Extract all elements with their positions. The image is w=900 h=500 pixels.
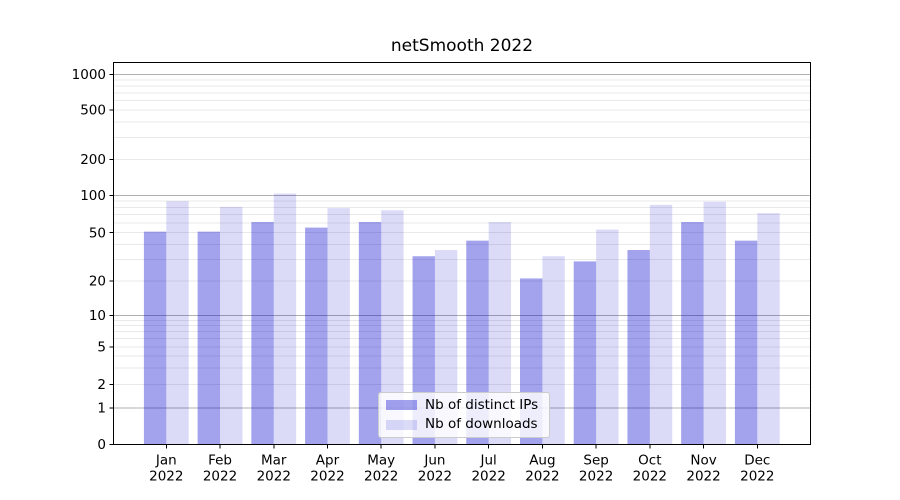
x-tick-label-year: 2022 (310, 469, 344, 485)
bar-distinct-ips-nov (681, 222, 704, 445)
x-tick-label-month: Dec (744, 452, 770, 468)
chart-title: netSmooth 2022 (390, 36, 534, 56)
bar-distinct-ips-may (358, 222, 382, 445)
x-tick-label-year: 2022 (149, 469, 183, 485)
legend-swatch-distinct-ips (386, 400, 417, 411)
bar-distinct-ips-dec (734, 240, 758, 445)
y-tick-label: 50 (89, 225, 106, 241)
x-tick-label-month: Jun (423, 452, 445, 468)
bar-distinct-ips-oct (627, 250, 650, 445)
legend: Nb of distinct IPs Nb of downloads (378, 392, 550, 438)
x-tick-label-year: 2022 (418, 469, 452, 485)
bar-downloads-may (381, 210, 404, 445)
x-tick-label-year: 2022 (579, 469, 613, 485)
bar-distinct-ips-jan (143, 231, 167, 445)
plot-border (113, 62, 811, 445)
bar-downloads-mar (273, 193, 297, 445)
y-tick-label: 100 (80, 188, 106, 204)
x-tick-label-month: Nov (690, 452, 716, 468)
bar-downloads-sep (596, 229, 619, 445)
x-tick-label-year: 2022 (633, 469, 667, 485)
x-tick-label-month: Jul (480, 452, 497, 468)
x-tick-label-year: 2022 (686, 469, 720, 485)
bar-distinct-ips-feb (197, 231, 221, 445)
x-tick-label-year: 2022 (203, 469, 237, 485)
x-tick-label-month: Feb (208, 452, 232, 468)
x-tick-label-month: Mar (261, 452, 287, 468)
y-tick-label: 500 (80, 103, 106, 119)
y-tick-label: 0 (97, 437, 106, 453)
bar-downloads-apr (327, 208, 350, 445)
bar-downloads-nov (703, 201, 726, 445)
x-tick-label-year: 2022 (525, 469, 559, 485)
y-tick-label: 200 (80, 152, 106, 168)
x-tick-label-year: 2022 (471, 469, 505, 485)
y-tick-label: 1000 (72, 67, 106, 83)
bar-downloads-jan (166, 201, 189, 445)
y-tick-label: 5 (97, 340, 106, 356)
x-tick-label-month: Aug (529, 452, 555, 468)
legend-label-distinct-ips: Nb of distinct IPs (425, 396, 539, 413)
legend-item-distinct-ips: Nb of distinct IPs (386, 396, 549, 413)
y-tick-label: 1 (97, 401, 106, 417)
legend-swatch-downloads (386, 419, 417, 430)
bar-downloads-jul (488, 222, 512, 445)
x-tick-label-month: May (367, 452, 395, 468)
bar-downloads-oct (649, 204, 673, 445)
x-tick-label-month: Apr (316, 452, 340, 468)
bar-downloads-feb (220, 206, 243, 445)
bar-distinct-ips-mar (251, 222, 274, 445)
bar-downloads-dec (757, 213, 780, 445)
legend-label-downloads: Nb of downloads (425, 415, 538, 432)
bar-distinct-ips-sep (573, 261, 597, 445)
x-tick-label-month: Jan (155, 452, 177, 468)
y-tick-label: 2 (97, 377, 106, 393)
y-tick-label: 20 (89, 274, 106, 290)
y-tick-label: 10 (89, 308, 106, 324)
legend-item-downloads: Nb of downloads (386, 415, 549, 432)
bar-distinct-ips-apr (305, 227, 328, 445)
x-tick-label-year: 2022 (257, 469, 291, 485)
x-tick-label-month: Oct (638, 452, 661, 468)
x-tick-label-year: 2022 (740, 469, 774, 485)
x-tick-label-year: 2022 (364, 469, 398, 485)
x-tick-label-month: Sep (583, 452, 608, 468)
